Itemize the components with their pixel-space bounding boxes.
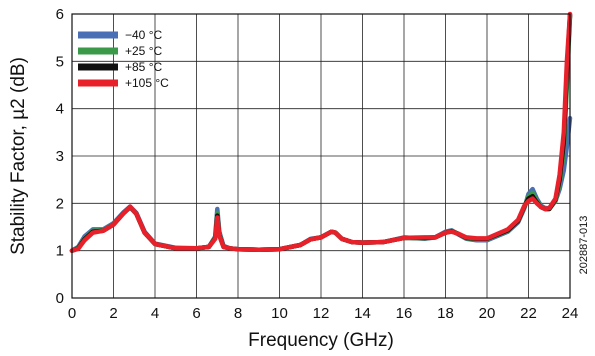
y-tick-label: 5 bbox=[56, 53, 64, 70]
x-tick-label: 8 bbox=[234, 305, 242, 322]
x-tick-label: 0 bbox=[68, 305, 76, 322]
legend-label: −40 °C bbox=[125, 28, 162, 42]
legend-label: +25 °C bbox=[125, 44, 162, 58]
legend-swatch bbox=[78, 47, 118, 55]
x-tick-label: 16 bbox=[396, 305, 413, 322]
plot-frame bbox=[71, 13, 571, 299]
x-tick-label: 4 bbox=[151, 305, 159, 322]
x-tick-label: 20 bbox=[479, 305, 496, 322]
legend-swatch bbox=[78, 31, 118, 39]
y-tick-label: 6 bbox=[56, 6, 64, 23]
x-tick-label: 24 bbox=[562, 305, 579, 322]
y-tick-label: 1 bbox=[56, 243, 64, 260]
x-tick-label: 22 bbox=[520, 305, 537, 322]
x-tick-label: 18 bbox=[437, 305, 454, 322]
y-tick-labels: 0 1 2 3 4 5 6 bbox=[56, 6, 64, 307]
x-tick-label: 6 bbox=[192, 305, 200, 322]
x-tick-label: 10 bbox=[271, 305, 288, 322]
series-lines bbox=[69, 11, 573, 253]
y-axis-label: Stability Factor, µ2 (dB) bbox=[8, 57, 29, 255]
legend-label: +105 °C bbox=[125, 76, 169, 90]
y-tick-label: 2 bbox=[56, 195, 64, 212]
legend-label: +85 °C bbox=[125, 60, 162, 74]
y-tick-label: 4 bbox=[56, 101, 64, 118]
y-tick-label: 0 bbox=[56, 290, 64, 307]
figure-id: 202887-013 bbox=[578, 216, 590, 275]
series-line-4 bbox=[69, 11, 573, 253]
x-tick-label: 2 bbox=[109, 305, 117, 322]
legend-swatch bbox=[78, 63, 118, 71]
y-tick-label: 3 bbox=[56, 148, 64, 165]
x-tick-label: 14 bbox=[354, 305, 371, 322]
legend-swatch bbox=[78, 79, 118, 87]
x-tick-labels: 0 2 4 6 8 10 12 14 16 18 20 22 24 bbox=[68, 305, 579, 322]
x-tick-label: 12 bbox=[313, 305, 330, 322]
x-axis-label: Frequency (GHz) bbox=[248, 330, 394, 351]
legend: −40 °C +25 °C +85 °C +105 °C bbox=[78, 28, 169, 90]
